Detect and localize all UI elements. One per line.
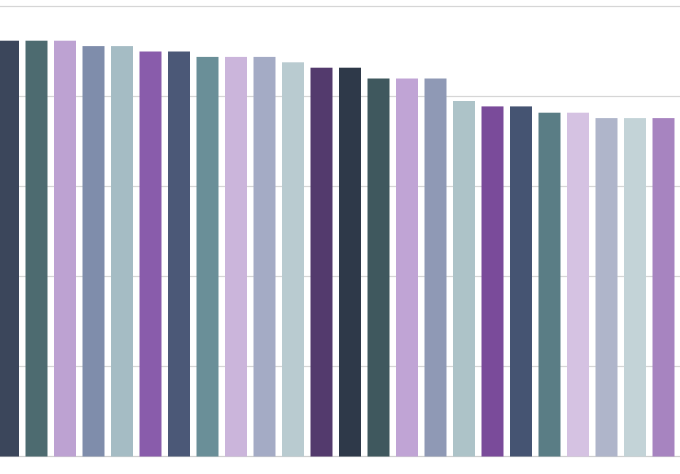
bar [253,56,276,457]
bar [595,118,618,457]
bar [82,46,105,457]
bar [0,40,19,457]
bar [424,78,447,457]
bar [624,118,646,457]
bar [25,40,48,457]
bar [538,112,561,457]
bar [567,112,589,457]
bar [54,40,76,457]
bar [652,118,675,457]
bar [367,78,390,457]
bar [453,101,475,457]
bar [396,78,418,457]
bar [196,56,219,457]
bar [168,51,190,457]
bars [0,40,675,457]
bar [310,67,333,457]
bar [225,56,247,457]
bar [111,46,133,457]
bar [510,106,532,457]
bar [481,106,504,457]
bar [139,51,162,457]
bar [282,62,304,457]
bar [339,67,361,457]
